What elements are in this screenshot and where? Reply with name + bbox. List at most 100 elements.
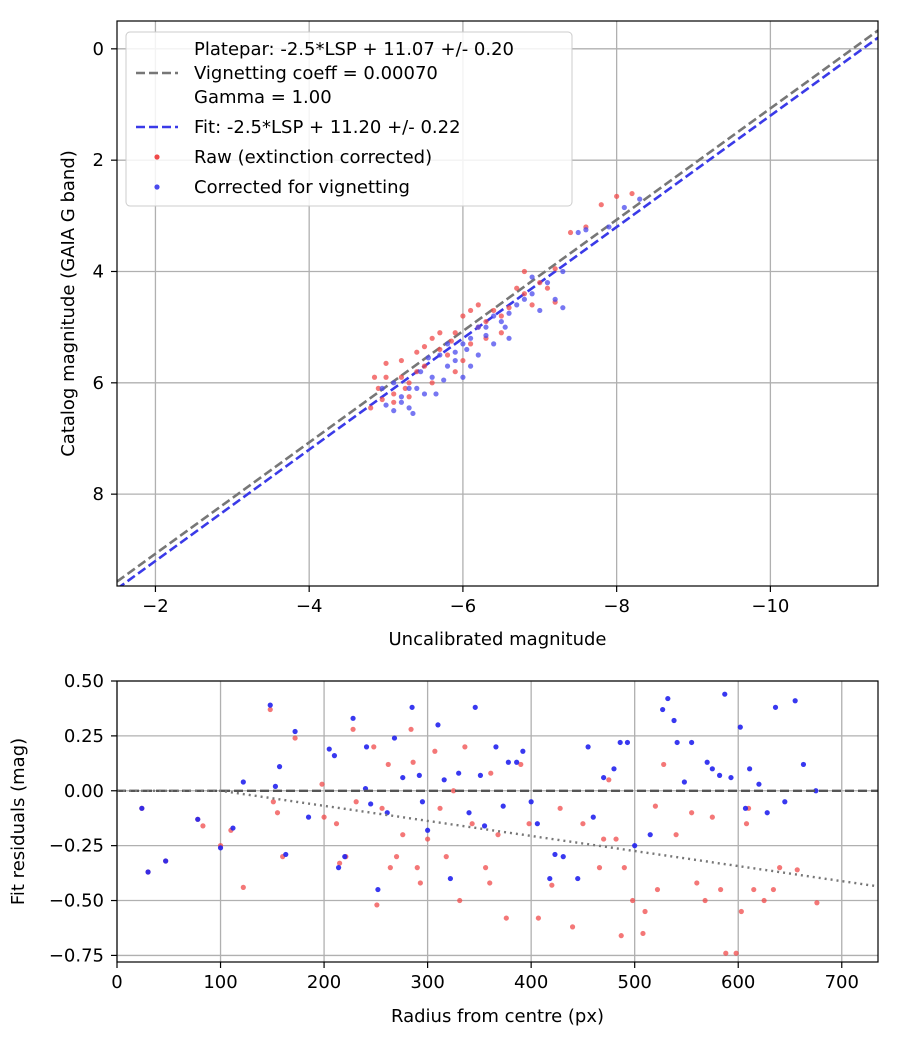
raw-residual-point bbox=[777, 865, 783, 871]
corrected-point bbox=[475, 324, 481, 330]
corrected-point bbox=[544, 280, 551, 286]
raw-residual-point bbox=[694, 880, 700, 886]
bottom-y-axis-label: Fit residuals (mag) bbox=[8, 738, 29, 905]
top-legend: Platepar: -2.5*LSP + 11.07 +/- 0.20 Vigne… bbox=[125, 31, 573, 207]
bottom-x-tick-label: 400 bbox=[514, 972, 548, 993]
top-y-tick-label: 0 bbox=[93, 39, 104, 60]
legend-box bbox=[125, 31, 573, 207]
corrected-point bbox=[467, 335, 474, 341]
raw-residual-point bbox=[353, 799, 359, 805]
raw-residual-point bbox=[618, 933, 624, 939]
raw-residual-point bbox=[379, 805, 385, 811]
corrected-residual-point bbox=[292, 728, 298, 735]
corrected-residual-point bbox=[575, 875, 581, 882]
corrected-residual-point bbox=[528, 799, 534, 805]
corrected-point bbox=[444, 363, 451, 369]
top-fit-lines bbox=[117, 29, 878, 586]
corrected-point bbox=[414, 385, 420, 391]
raw-point bbox=[544, 285, 551, 291]
corrected-point bbox=[441, 377, 447, 383]
legend-label: Vignetting coeff = 0.00070 bbox=[194, 63, 438, 84]
raw-residual-point bbox=[393, 854, 400, 860]
raw-residual-point bbox=[761, 897, 767, 904]
corrected-residual-point bbox=[331, 753, 338, 759]
top-scatter-points bbox=[368, 190, 643, 417]
corrected-residual-point bbox=[419, 799, 426, 805]
corrected-residual-point bbox=[466, 810, 472, 816]
raw-point bbox=[398, 357, 405, 364]
raw-residual-point bbox=[350, 726, 356, 732]
raw-residual-point bbox=[569, 924, 576, 930]
top-y-tick-label: 2 bbox=[93, 150, 104, 171]
raw-residual-point bbox=[270, 799, 276, 805]
bottom-x-tick-label: 700 bbox=[825, 972, 859, 993]
raw-point bbox=[444, 352, 451, 358]
raw-point bbox=[406, 394, 412, 400]
raw-residual-point bbox=[535, 915, 541, 921]
raw-point bbox=[421, 363, 428, 369]
corrected-point bbox=[475, 352, 481, 358]
raw-residual-point bbox=[770, 886, 777, 893]
corrected-residual-point bbox=[772, 704, 779, 710]
corrected-point bbox=[383, 402, 389, 408]
bottom-x-tick-label: 0 bbox=[111, 972, 122, 993]
raw-residual-point bbox=[751, 886, 757, 893]
raw-point bbox=[491, 307, 497, 314]
corrected-point bbox=[406, 405, 412, 411]
corrected-residual-point bbox=[217, 845, 224, 851]
raw-residual-point bbox=[794, 867, 800, 873]
corrected-point bbox=[398, 394, 405, 400]
fit-line bbox=[117, 29, 878, 583]
corrected-residual-point bbox=[722, 691, 728, 697]
corrected-residual-point bbox=[742, 805, 749, 811]
corrected-residual-point bbox=[409, 704, 415, 710]
raw-residual-point bbox=[503, 915, 509, 921]
raw-residual-point bbox=[443, 854, 449, 860]
bottom-grid bbox=[116, 680, 878, 962]
raw-residual-point bbox=[408, 726, 414, 732]
corrected-point bbox=[391, 380, 397, 386]
corrected-point bbox=[506, 310, 512, 316]
top-x-tick-label: −8 bbox=[603, 596, 630, 617]
legend-marker-swatch bbox=[154, 154, 160, 160]
corrected-residual-point bbox=[481, 823, 488, 829]
raw-residual-point bbox=[200, 823, 206, 829]
raw-residual-point bbox=[673, 832, 679, 838]
bottom-x-tick-label: 200 bbox=[307, 972, 341, 993]
raw-residual-point bbox=[333, 821, 340, 827]
raw-residual-point bbox=[240, 884, 246, 890]
bottom-y-tick-label: 0.50 bbox=[64, 671, 104, 692]
corrected-residual-point bbox=[477, 772, 484, 778]
corrected-residual-point bbox=[276, 764, 283, 770]
corrected-residual-point bbox=[305, 814, 312, 820]
raw-residual-point bbox=[814, 900, 820, 906]
corrected-residual-point bbox=[326, 746, 332, 752]
raw-residual-point bbox=[414, 865, 420, 871]
corrected-point bbox=[444, 341, 451, 347]
corrected-point bbox=[560, 305, 566, 311]
raw-point bbox=[429, 380, 435, 386]
raw-residual-point bbox=[371, 744, 377, 750]
corrected-residual-point bbox=[665, 695, 671, 702]
corrected-point bbox=[433, 391, 439, 397]
corrected-point bbox=[483, 324, 489, 330]
top-x-tick-label: −10 bbox=[751, 596, 789, 617]
raw-point bbox=[371, 374, 378, 380]
corrected-point bbox=[506, 335, 512, 341]
corrected-residual-point bbox=[674, 739, 680, 746]
corrected-point bbox=[560, 268, 566, 275]
corrected-residual-point bbox=[756, 781, 762, 787]
raw-point bbox=[383, 360, 389, 366]
raw-point bbox=[498, 313, 504, 319]
corrected-residual-point bbox=[709, 766, 715, 772]
raw-point bbox=[614, 193, 620, 199]
raw-point bbox=[406, 380, 412, 386]
bottom-reference-lines bbox=[117, 789, 878, 888]
corrected-residual-point bbox=[813, 788, 819, 794]
raw-point bbox=[483, 318, 489, 325]
corrected-residual-point bbox=[737, 724, 743, 730]
corrected-residual-point bbox=[283, 851, 289, 858]
corrected-residual-point bbox=[416, 772, 422, 778]
corrected-residual-point bbox=[163, 858, 169, 864]
